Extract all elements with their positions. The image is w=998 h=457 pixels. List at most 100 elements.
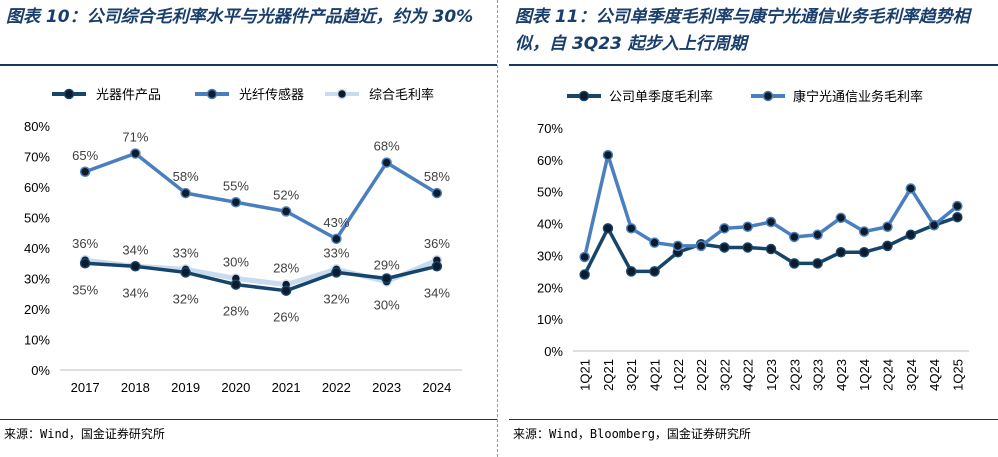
data-point (625, 223, 637, 234)
data-point (331, 233, 342, 245)
x-tick-label: 3Q24 (904, 359, 919, 391)
data-point (130, 261, 141, 272)
data-point (695, 240, 707, 252)
data-point (765, 216, 777, 228)
y-tick-label: 20% (537, 280, 563, 295)
data-point (835, 212, 847, 224)
legend-label: 光器件产品 (96, 88, 161, 103)
data-point (280, 285, 292, 296)
data-point (719, 223, 730, 234)
data-point (602, 223, 614, 234)
data-point (789, 231, 800, 243)
data-point (431, 261, 443, 272)
legend-label: 光纤传感器 (239, 87, 304, 103)
data-label: 52% (273, 187, 299, 202)
series-line (582, 153, 959, 258)
data-point (858, 226, 870, 237)
data-point (882, 221, 893, 233)
data-label: 26% (273, 310, 299, 325)
legend-label: 综合毛利率 (369, 87, 434, 103)
data-point (280, 206, 292, 217)
right-source-rule (509, 419, 998, 420)
y-tick-label: 70% (537, 121, 563, 136)
data-point (672, 240, 684, 252)
data-label: 34% (122, 242, 148, 257)
right-line-chart: 0% 10% 20% 30% 40% 50% 60% 70% 1Q21 2Q21 3Q21 4Q21 1… (537, 89, 969, 391)
x-tick-label: 1Q24 (857, 359, 872, 391)
y-tick-label: 10% (537, 312, 563, 327)
y-tick-label: 0% (544, 344, 563, 359)
right-chart-title: 图表 11：公司单季度毛利率与康宁光通信业务毛利率趋势相似，自 3Q23 起步入… (515, 7, 970, 54)
legend-marker (762, 90, 774, 102)
x-tick-label: 2021 (272, 380, 301, 395)
data-point (579, 251, 590, 263)
x-tick-label: 3Q23 (811, 359, 826, 391)
left-source-note: 来源：Wind，国金证券研究所 (4, 427, 165, 441)
data-label: 58% (424, 169, 450, 184)
x-tick-label: 2Q21 (601, 359, 616, 391)
data-label: 29% (374, 258, 400, 273)
y-tick-label: 60% (537, 153, 563, 168)
data-point (79, 258, 91, 269)
right-chart-panel: 图表 11：公司单季度毛利率与康宁光通信业务毛利率趋势相似，自 3Q23 起步入… (509, 0, 998, 457)
left-chart-title: 图表 10：公司综合毛利率水平与光器件产品趋近，约为 30% (6, 7, 474, 27)
data-label: 43% (323, 215, 349, 230)
legend-marker (63, 88, 75, 100)
data-label: 65% (72, 148, 98, 163)
data-point (649, 237, 660, 248)
y-tick-label: 30% (24, 272, 50, 287)
y-tick-label: 40% (537, 217, 563, 232)
legend-marker (578, 90, 590, 102)
legend-marker (336, 88, 348, 100)
data-point (719, 242, 730, 253)
data-label: 28% (223, 304, 249, 319)
x-tick-label: 4Q21 (648, 359, 663, 391)
y-tick-label: 20% (24, 302, 50, 317)
data-label: 32% (323, 291, 349, 306)
data-point (812, 258, 823, 269)
data-point (79, 166, 91, 177)
data-label: 34% (424, 285, 450, 300)
right-source-note: 来源：Wind，Bloomberg，国金证券研究所 (513, 427, 751, 441)
y-tick-label: 10% (24, 333, 50, 348)
right-title-rule (509, 64, 998, 66)
x-tick-label: 4Q23 (834, 359, 849, 391)
data-point (230, 279, 242, 290)
y-tick-label: 50% (24, 211, 50, 226)
panel-divider (497, 0, 498, 457)
data-point (905, 229, 917, 240)
data-point (928, 219, 940, 231)
legend-marker (206, 88, 218, 100)
data-point (180, 267, 191, 278)
data-point (431, 187, 443, 199)
data-label: 34% (122, 285, 148, 300)
left-line-chart: 0% 10% 20% 30% 40% 50% 60% 70% 80% 2017 2018 2019 20… (24, 87, 462, 395)
y-tick-label: 80% (24, 119, 50, 134)
data-label: 30% (374, 298, 400, 313)
series-line (84, 151, 438, 241)
data-label: 32% (173, 291, 199, 306)
data-point (381, 273, 392, 284)
data-point (602, 149, 614, 161)
data-point (765, 243, 777, 255)
left-source-rule (0, 419, 497, 420)
data-point (649, 266, 660, 277)
x-tick-label: 2019 (171, 380, 200, 395)
x-tick-label: 1Q22 (671, 359, 686, 391)
data-label: 58% (173, 169, 199, 184)
x-tick-label: 3Q22 (717, 359, 732, 391)
data-point (905, 183, 917, 194)
data-label: 36% (72, 236, 98, 251)
y-tick-label: 0% (31, 363, 50, 378)
data-label: 68% (374, 139, 400, 154)
y-tick-label: 60% (24, 180, 50, 195)
x-tick-label: 2017 (71, 380, 100, 395)
x-tick-label: 2020 (221, 380, 250, 395)
data-point (882, 240, 893, 252)
x-tick-label: 1Q23 (764, 359, 779, 391)
data-point (858, 246, 870, 258)
data-point (381, 157, 392, 168)
x-tick-label: 2024 (422, 380, 451, 395)
data-label: 33% (173, 245, 199, 260)
y-tick-label: 30% (537, 248, 563, 263)
